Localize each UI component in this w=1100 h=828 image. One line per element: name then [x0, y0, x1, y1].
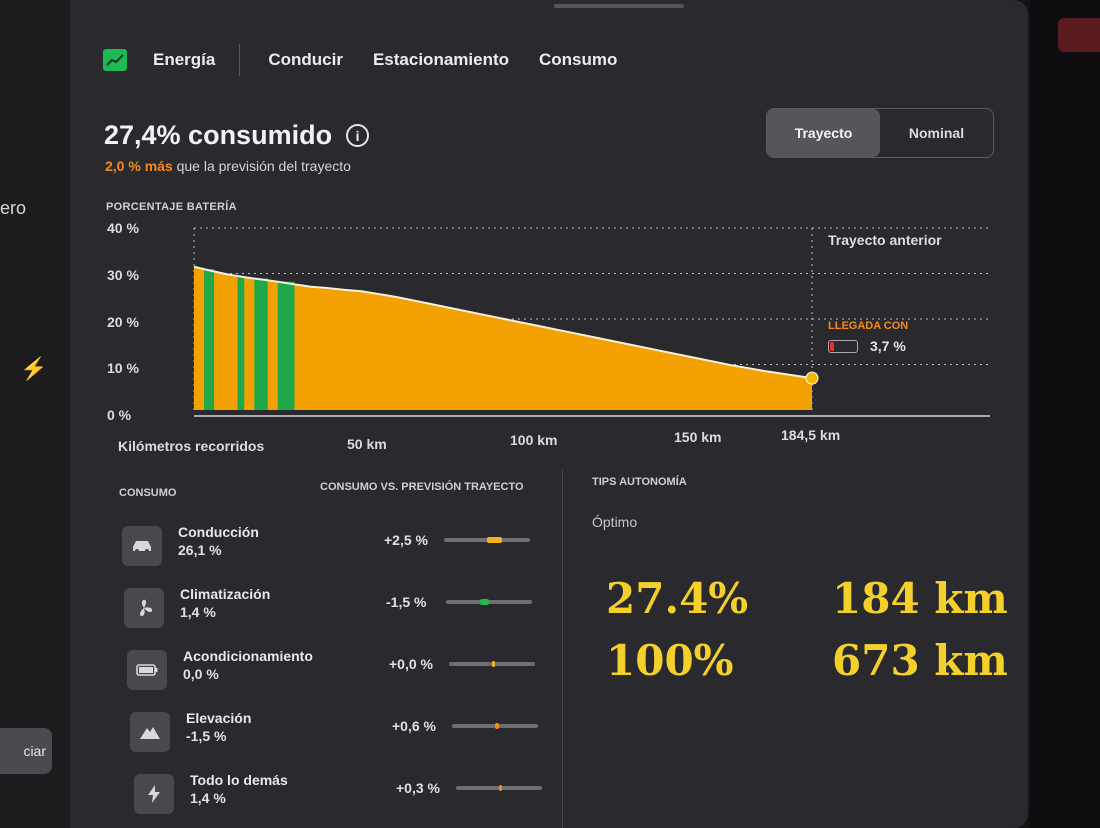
- drag-handle[interactable]: [554, 4, 684, 8]
- consumption-row[interactable]: Todo lo demás 1,4 % +0,3 %: [134, 772, 554, 820]
- consumption-row[interactable]: Acondicionamiento 0,0 % +0,0 %: [127, 648, 547, 696]
- delta-bar-track: [456, 785, 542, 791]
- bolt-icon: [134, 774, 174, 814]
- tips-status: Óptimo: [592, 514, 638, 530]
- row-value: -1,5 %: [186, 728, 227, 744]
- previous-trip-label: Trayecto anterior: [828, 232, 942, 248]
- tab-estacionamiento[interactable]: Estacionamiento: [372, 50, 510, 69]
- delta-bar-track: [449, 661, 535, 667]
- row-value: 0,0 %: [183, 666, 219, 682]
- delta-bar-marker: [480, 599, 489, 605]
- top-tabs: Energía Conducir Estacionamiento Consumo: [103, 42, 647, 78]
- row-name: Conducción: [178, 524, 259, 540]
- overlay-full-percent: 100%: [606, 636, 734, 685]
- left-background-panel: [0, 0, 70, 828]
- battery-chart: [193, 227, 990, 417]
- row-name: Todo lo demás: [190, 772, 288, 788]
- delta-bar-marker: [499, 785, 502, 791]
- car-icon: [122, 526, 162, 566]
- battery-line: [193, 265, 813, 380]
- info-icon[interactable]: i: [346, 124, 370, 147]
- tab-conducir[interactable]: Conducir: [268, 50, 343, 69]
- row-name: Acondicionamiento: [183, 648, 313, 664]
- row-delta: +0,0 %: [389, 656, 433, 672]
- headline-text: 27,4% consumido: [104, 120, 333, 150]
- arrival-label: LLEGADA CON: [828, 320, 909, 332]
- end-point-marker: [805, 371, 819, 385]
- row-value: 26,1 %: [178, 542, 222, 558]
- left-bolt-icon: ⚡: [20, 356, 48, 381]
- chart-up-icon: [103, 49, 127, 71]
- delta-bar-track: [444, 537, 530, 543]
- delta-bar-marker: [487, 537, 502, 543]
- consumption-headline: 27,4% consumido i: [104, 120, 370, 151]
- row-delta: +0,6 %: [392, 718, 436, 734]
- overlay-full-range: 673 km: [832, 636, 1008, 685]
- row-name: Elevación: [186, 710, 252, 726]
- row-name: Climatización: [180, 586, 271, 602]
- delta-bar-track: [446, 599, 532, 605]
- overlay-distance: 184 km: [832, 574, 1008, 623]
- y-tick-0: 0 %: [107, 407, 132, 423]
- row-delta: -1,5 %: [386, 594, 427, 610]
- tab-energia[interactable]: Energía: [153, 50, 216, 69]
- x-axis-label: Kilómetros recorridos: [118, 438, 265, 454]
- section-divider: [562, 470, 563, 828]
- row-delta: +2,5 %: [384, 532, 428, 548]
- tab-divider: [239, 44, 241, 76]
- right-background-red-element: [1058, 18, 1100, 52]
- arrival-battery: 3,7 %: [828, 338, 906, 354]
- row-delta: +0,3 %: [396, 780, 440, 796]
- forecast-comparison: 2,0 % más que la previsión del trayecto: [105, 158, 351, 174]
- x-tick-50: 50 km: [347, 436, 387, 452]
- toggle-nominal[interactable]: Nominal: [908, 125, 965, 141]
- x-tick-100: 100 km: [510, 432, 558, 448]
- toggle-trayecto[interactable]: Trayecto: [767, 109, 880, 157]
- vs-forecast-header: CONSUMO VS. PREVISIÓN TRAYECTO: [320, 481, 524, 493]
- delta-bar-track: [452, 723, 538, 729]
- right-background: [1030, 0, 1100, 828]
- regen-segment: [254, 278, 268, 410]
- forecast-delta: 2,0 % más: [105, 158, 173, 174]
- y-tick-30: 30 %: [107, 267, 139, 283]
- arrival-value: 3,7 %: [870, 338, 906, 354]
- fan-icon: [124, 588, 164, 628]
- mountain-icon: [130, 712, 170, 752]
- row-value: 1,4 %: [190, 790, 226, 806]
- regen-segment: [204, 269, 215, 410]
- x-tick-150: 150 km: [674, 429, 722, 445]
- battery-low-icon: [828, 339, 858, 353]
- left-partial-button[interactable]: ciar: [0, 728, 52, 774]
- regen-segment: [237, 276, 245, 410]
- y-tick-40: 40 %: [107, 220, 139, 236]
- battery-icon: [127, 650, 167, 690]
- delta-bar-marker: [495, 723, 499, 729]
- x-tick-end: 184,5 km: [781, 427, 841, 443]
- chart-title: PORCENTAJE BATERÍA: [106, 201, 237, 213]
- regen-segment: [277, 281, 295, 410]
- tips-header: TIPS AUTONOMÍA: [592, 476, 687, 488]
- consumption-row[interactable]: Conducción 26,1 % +2,5 %: [122, 524, 542, 572]
- y-tick-10: 10 %: [107, 360, 139, 376]
- consumption-row[interactable]: Climatización 1,4 % -1,5 %: [124, 586, 544, 634]
- overlay-consumed-percent: 27.4%: [606, 574, 749, 623]
- view-toggle: Trayecto Nominal: [766, 108, 994, 158]
- row-value: 1,4 %: [180, 604, 216, 620]
- y-tick-20: 20 %: [107, 314, 139, 330]
- delta-bar-marker: [492, 661, 495, 667]
- left-partial-label: ero: [0, 198, 27, 218]
- tab-consumo[interactable]: Consumo: [539, 50, 618, 69]
- battery-area: [194, 266, 812, 410]
- consumption-header: CONSUMO: [119, 487, 177, 499]
- consumption-row[interactable]: Elevación -1,5 % +0,6 %: [130, 710, 550, 758]
- forecast-text: que la previsión del trayecto: [172, 158, 351, 174]
